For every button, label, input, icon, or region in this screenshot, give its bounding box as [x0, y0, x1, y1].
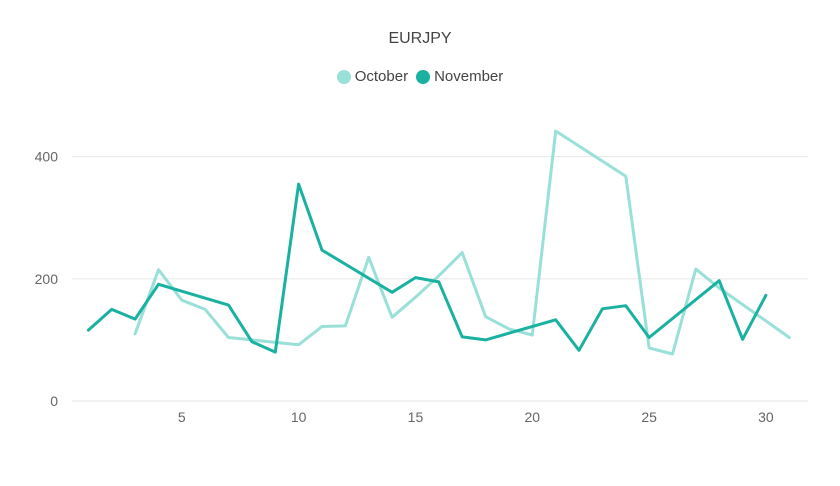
- data-point-november-24[interactable]: [623, 303, 629, 309]
- series-line-november[interactable]: [86, 182, 768, 354]
- data-point-october-14[interactable]: [389, 314, 395, 320]
- legend-label-november: November: [434, 68, 504, 85]
- data-point-november-10[interactable]: [296, 181, 302, 187]
- data-point-november-29[interactable]: [740, 336, 746, 342]
- data-point-october-13[interactable]: [366, 254, 372, 260]
- data-point-november-9[interactable]: [272, 349, 278, 355]
- data-point-november-22[interactable]: [576, 347, 582, 353]
- data-point-october-12[interactable]: [342, 323, 348, 329]
- data-point-november-17[interactable]: [459, 334, 465, 340]
- data-point-october-6[interactable]: [202, 306, 208, 312]
- data-point-november-7[interactable]: [226, 302, 232, 308]
- data-point-november-8[interactable]: [249, 339, 255, 345]
- data-point-october-24[interactable]: [623, 173, 629, 179]
- data-point-october-10[interactable]: [296, 342, 302, 348]
- data-point-october-27[interactable]: [693, 266, 699, 272]
- data-point-october-4[interactable]: [155, 267, 161, 273]
- data-point-october-11[interactable]: [319, 323, 325, 329]
- data-point-november-16[interactable]: [436, 279, 442, 285]
- data-point-november-11[interactable]: [319, 247, 325, 253]
- data-point-october-18[interactable]: [483, 314, 489, 320]
- series-line-october[interactable]: [133, 129, 791, 356]
- data-point-october-31[interactable]: [786, 334, 792, 340]
- y-tick-label: 0: [50, 393, 58, 409]
- grid-layer: [72, 156, 808, 402]
- chart-title: EURJPY: [388, 30, 452, 47]
- data-point-november-28[interactable]: [716, 278, 722, 284]
- y-tick-label: 200: [35, 271, 59, 287]
- data-point-november-3[interactable]: [132, 316, 138, 322]
- data-point-november-21[interactable]: [553, 317, 559, 323]
- data-point-november-1[interactable]: [85, 327, 91, 333]
- x-tick-label: 5: [178, 409, 186, 425]
- data-point-october-21[interactable]: [553, 128, 559, 134]
- x-tick-label: 30: [758, 409, 774, 425]
- x-tick-label: 25: [641, 409, 657, 425]
- x-tick-label: 20: [525, 409, 541, 425]
- data-point-october-3[interactable]: [132, 331, 138, 337]
- x-axis: 5 10 15 20 25 30: [178, 409, 774, 425]
- data-point-october-16[interactable]: [436, 273, 442, 279]
- data-point-october-5[interactable]: [179, 297, 185, 303]
- data-point-november-25[interactable]: [646, 334, 652, 340]
- legend-label-october: October: [354, 68, 409, 85]
- data-point-november-2[interactable]: [109, 306, 115, 312]
- x-tick-label: 10: [291, 409, 307, 425]
- legend-swatch-october: [336, 69, 351, 84]
- data-point-november-14[interactable]: [389, 289, 395, 295]
- data-point-october-20[interactable]: [529, 332, 535, 338]
- data-point-october-25[interactable]: [646, 345, 652, 351]
- data-point-october-17[interactable]: [459, 250, 465, 256]
- data-point-october-19[interactable]: [506, 326, 512, 332]
- data-point-november-18[interactable]: [483, 337, 489, 343]
- x-tick-label: 15: [408, 409, 424, 425]
- data-point-october-26[interactable]: [669, 351, 675, 357]
- data-point-october-7[interactable]: [226, 334, 232, 340]
- chart-legend: October November: [0, 68, 840, 85]
- data-point-october-15[interactable]: [412, 294, 418, 300]
- series-layer: [85, 128, 792, 357]
- data-point-november-30[interactable]: [763, 292, 769, 298]
- legend-item-october[interactable]: October: [336, 68, 409, 85]
- data-point-november-15[interactable]: [412, 275, 418, 281]
- data-point-november-4[interactable]: [155, 281, 161, 287]
- legend-swatch-november: [416, 69, 431, 84]
- data-point-november-23[interactable]: [599, 306, 605, 312]
- y-tick-label: 400: [35, 149, 59, 165]
- legend-item-november[interactable]: November: [416, 68, 503, 85]
- y-axis: 0 200 400: [35, 149, 59, 409]
